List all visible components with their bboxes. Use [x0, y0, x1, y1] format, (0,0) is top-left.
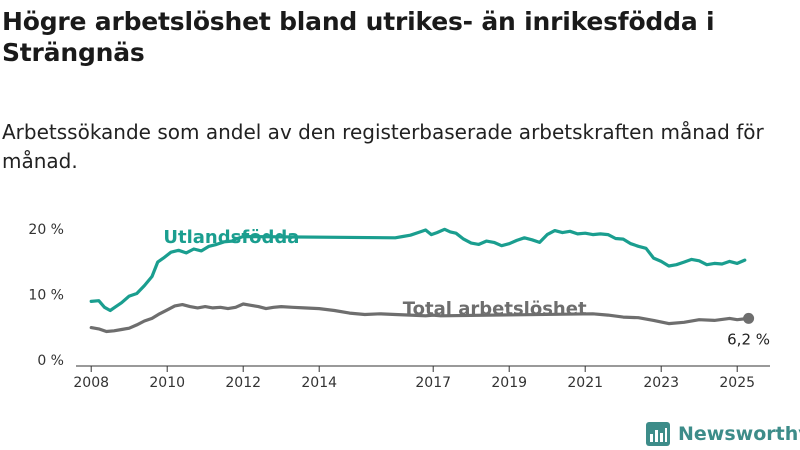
x-tick-label: 2021	[567, 375, 603, 391]
series-label-total: Total arbetslöshet	[403, 298, 587, 319]
series-labels: Utlandsfödda Total arbetslöshet 6,2 %	[163, 227, 770, 348]
series-label-utlandsfodda: Utlandsfödda	[163, 227, 299, 248]
x-tick-label: 2019	[491, 375, 527, 391]
series-lines	[89, 227, 755, 334]
axes: 0 % 10 % 20 % 2008 2010 2012 2014 2017 2019 2021 2…	[28, 222, 770, 391]
y-tick-label: 0 %	[37, 353, 64, 369]
chart-subtitle: Arbetssökande som andel av den registerb…	[2, 120, 764, 173]
y-tick-label: 10 %	[28, 288, 64, 304]
x-tick-label: 2010	[149, 375, 185, 391]
series-line-total	[89, 302, 751, 334]
x-tick-label: 2008	[73, 375, 109, 391]
brand-name: Newsworthy	[678, 423, 800, 445]
series-end-marker-total	[743, 312, 755, 324]
bar-chart-logo-icon	[646, 422, 670, 446]
x-tick-label: 2025	[719, 375, 755, 391]
x-tick-label: 2023	[643, 375, 679, 391]
chart-title: Högre arbetslöshet bland utrikes- än inr…	[2, 7, 715, 67]
x-tick-label: 2017	[415, 375, 451, 391]
y-tick-label: 20 %	[28, 222, 64, 238]
series-line-utlandsfodda	[89, 227, 747, 313]
series-end-label-total: 6,2 %	[727, 330, 770, 348]
x-tick-label: 2014	[301, 375, 337, 391]
newsworthy-logo: Newsworthy	[646, 420, 800, 448]
x-tick-label: 2012	[225, 375, 261, 391]
